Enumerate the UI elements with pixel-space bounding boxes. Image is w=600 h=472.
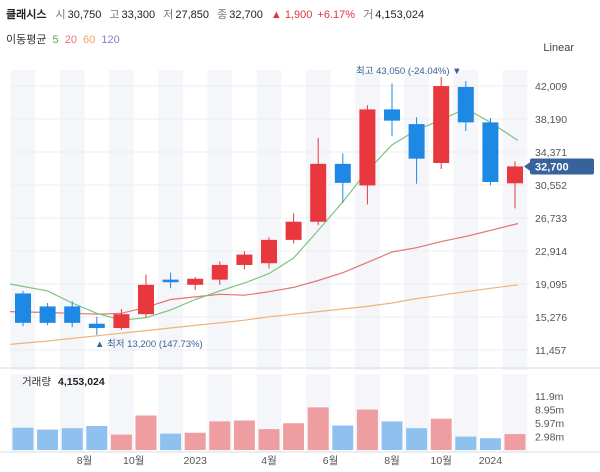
high-value: 33,300 — [121, 9, 156, 21]
close-label: 종 — [217, 9, 228, 21]
volume-bar — [258, 429, 280, 450]
volume-tick: 2.98m — [535, 432, 564, 444]
current-price-label: 32,700 — [524, 158, 594, 175]
price-tick: 42,009 — [535, 81, 567, 93]
volume-bar — [430, 418, 452, 450]
volume-bar — [455, 436, 477, 450]
candle — [187, 277, 204, 291]
price-tick: 11,457 — [535, 345, 566, 357]
price-tick: 15,276 — [535, 312, 567, 324]
x-tick: 10월 — [123, 455, 144, 467]
x-tick: 8월 — [384, 455, 400, 467]
ma20-line — [9, 222, 519, 315]
ma5-legend: 5 — [52, 34, 59, 46]
price-tick: 26,733 — [535, 213, 567, 225]
volume-bar — [12, 427, 34, 450]
candle — [88, 316, 105, 335]
ma60-legend: 60 — [83, 34, 96, 46]
change-value: ▲ 1,900 — [270, 9, 313, 21]
volume-title: 거래량 — [22, 376, 51, 388]
volume-bar — [283, 423, 305, 450]
volume-bar — [479, 438, 501, 450]
candle — [310, 137, 327, 226]
ma-legend[interactable]: 이동평균 5 20 60 120 — [6, 31, 123, 47]
price-tick: 22,914 — [535, 246, 567, 258]
low-label: 저 — [163, 9, 174, 21]
volume-bar — [356, 409, 378, 450]
candle — [211, 261, 228, 285]
ma60-line — [9, 284, 519, 345]
scale-toggle-button[interactable]: Linear — [543, 42, 574, 54]
volume-value: 4,153,024 — [375, 9, 425, 21]
candle — [433, 77, 450, 170]
volume-bar — [135, 415, 157, 450]
ma120-legend: 120 — [101, 34, 120, 46]
price-tick: 30,552 — [535, 180, 567, 192]
x-tick: 4월 — [261, 455, 277, 467]
volume-tick: 8.95m — [535, 405, 564, 417]
price-tick: 34,371 — [535, 147, 567, 159]
candle — [334, 153, 351, 203]
candle — [261, 237, 277, 269]
candle — [285, 213, 302, 244]
price-tick: 38,190 — [535, 114, 567, 126]
stock-name: 클래시스 — [6, 9, 47, 21]
candle — [457, 80, 474, 132]
volume-bar — [307, 407, 329, 450]
volume-bar — [110, 434, 132, 450]
candle — [384, 83, 400, 137]
candle — [359, 105, 376, 205]
ma20-legend: 20 — [64, 34, 77, 46]
candle — [39, 302, 56, 326]
ma-legend-label: 이동평균 — [6, 34, 47, 46]
volume-bar — [61, 428, 83, 450]
volume-tick: 11.9m — [535, 391, 564, 403]
price-tick: 19,095 — [535, 279, 567, 291]
candle — [408, 117, 425, 184]
close-value: 32,700 — [229, 9, 263, 21]
candle — [162, 272, 179, 289]
volume-bar — [37, 429, 59, 450]
candle — [15, 290, 31, 327]
high-label: 고 — [109, 9, 120, 21]
max-annotation: 최고 43,050 (-24.04%) ▼ — [356, 66, 462, 77]
volume-bar — [233, 420, 255, 450]
volume-bar — [86, 425, 108, 450]
change-pct: +6.17% — [317, 9, 356, 21]
volume-total: 4,153,024 — [58, 376, 105, 388]
x-tick: 2023 — [184, 455, 208, 467]
x-tick: 2024 — [479, 455, 503, 467]
volume-bar — [209, 421, 231, 450]
x-tick: 10월 — [431, 455, 452, 467]
candle — [113, 309, 130, 330]
min-annotation: ▲ 최저 13,200 (147.73%) — [95, 339, 203, 350]
ma5-line — [9, 107, 519, 321]
volume-bar — [160, 433, 182, 450]
candle — [64, 301, 81, 328]
candle — [236, 251, 253, 270]
quote-header: 클래시스 시 30,750 고 33,300 저 27,850 종 32,700 ▲ 1… — [6, 6, 429, 22]
candle — [507, 161, 523, 209]
candle — [482, 118, 499, 186]
volume-bar — [406, 428, 428, 450]
open-value: 30,750 — [67, 9, 102, 21]
volume-bar — [184, 432, 206, 450]
x-tick: 8월 — [77, 455, 93, 467]
open-label: 시 — [55, 9, 66, 21]
volume-bar — [332, 425, 354, 450]
low-value: 27,850 — [175, 9, 210, 21]
volume-tick: 5.97m — [535, 418, 564, 430]
volume-bar — [504, 434, 526, 450]
volume-bar — [381, 421, 403, 450]
candle — [138, 274, 154, 318]
svg-text:32,700: 32,700 — [535, 161, 569, 173]
volume-label: 거 — [363, 9, 374, 21]
x-tick: 6월 — [323, 455, 339, 467]
